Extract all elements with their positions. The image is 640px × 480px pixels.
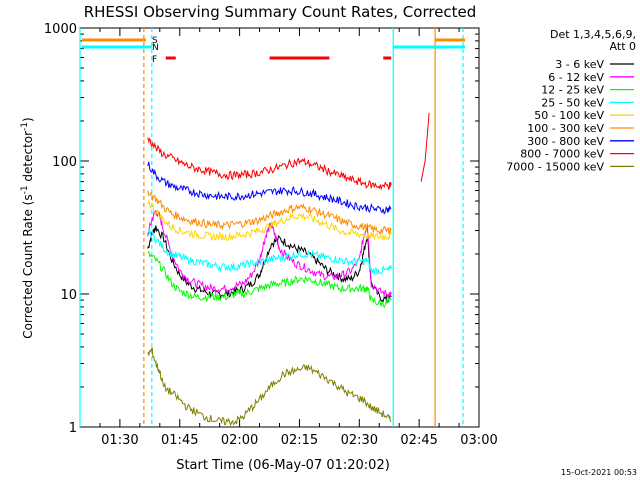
series-line — [147, 210, 392, 299]
legend-label: 25 - 50 keV — [541, 96, 604, 109]
x-tick-label: 03:00 — [460, 433, 497, 448]
series-line — [147, 225, 392, 304]
y-tick-label: 1 — [69, 421, 77, 436]
x-axis-ticks: 01:30 01:45 02:00 02:15 02:30 02:45 03:00 — [79, 28, 498, 448]
flag-letter-s: S — [152, 36, 158, 46]
series-line — [147, 347, 392, 427]
timestamp: 15-Oct-2021 00:53 — [561, 468, 637, 477]
x-axis-label: Start Time (06-May-07 01:20:02) — [176, 458, 390, 473]
y-axis-label-sup1: -1 — [20, 185, 30, 194]
legend-label: 12 - 25 keV — [541, 84, 604, 97]
flag-letter-f: F — [152, 55, 157, 65]
y-tick-label: 10 — [60, 288, 77, 303]
legend-header-line2: Att 0 — [610, 40, 636, 53]
legend-label: 800 - 7000 keV — [520, 148, 604, 161]
x-tick-label: 01:30 — [101, 433, 138, 448]
legend-label: 100 - 300 keV — [527, 122, 604, 135]
legend-header-line1: Det 1,3,4,5,6,9, — [550, 28, 636, 41]
legend-label: 6 - 12 keV — [548, 71, 604, 84]
x-tick-label: 02:45 — [400, 433, 437, 448]
series-line — [147, 161, 392, 215]
series-lines — [147, 112, 430, 427]
y-axis-ticks: 1 10 100 1000 — [44, 22, 479, 436]
x-tick-label: 02:00 — [221, 433, 258, 448]
y-tick-label: 100 — [52, 155, 77, 170]
series-line — [147, 251, 392, 309]
y-axis-label-end: ) — [21, 117, 35, 122]
series-line — [147, 190, 392, 236]
flare-spike-line — [420, 112, 430, 182]
chart-title: RHESSI Observing Summary Count Rates, Co… — [84, 3, 477, 21]
x-tick-label: 02:30 — [341, 433, 378, 448]
series-line — [147, 137, 392, 191]
plot-frame — [79, 27, 480, 428]
y-tick-label: 1000 — [44, 22, 77, 37]
legend-label: 3 - 6 keV — [555, 58, 604, 71]
y-axis-label-mid: detector — [21, 131, 35, 186]
x-tick-label: 01:45 — [161, 433, 198, 448]
flag-letter-n: N — [152, 43, 159, 53]
attenuator-lines — [79, 28, 464, 427]
legend-label: 50 - 100 keV — [534, 109, 604, 122]
series-line — [147, 228, 392, 275]
x-tick-label: 02:15 — [281, 433, 318, 448]
y-axis-label-sup2: -1 — [20, 122, 30, 131]
y-axis-label: Corrected Count Rate (s-1 detector-1) — [20, 117, 35, 338]
legend-label: 7000 - 15000 keV — [506, 160, 604, 173]
y-axis-label-main: Corrected Count Rate (s — [21, 194, 35, 338]
legend-label: 300 - 800 keV — [527, 135, 604, 148]
flag-bars: SNF — [81, 36, 466, 65]
series-line — [147, 199, 392, 241]
